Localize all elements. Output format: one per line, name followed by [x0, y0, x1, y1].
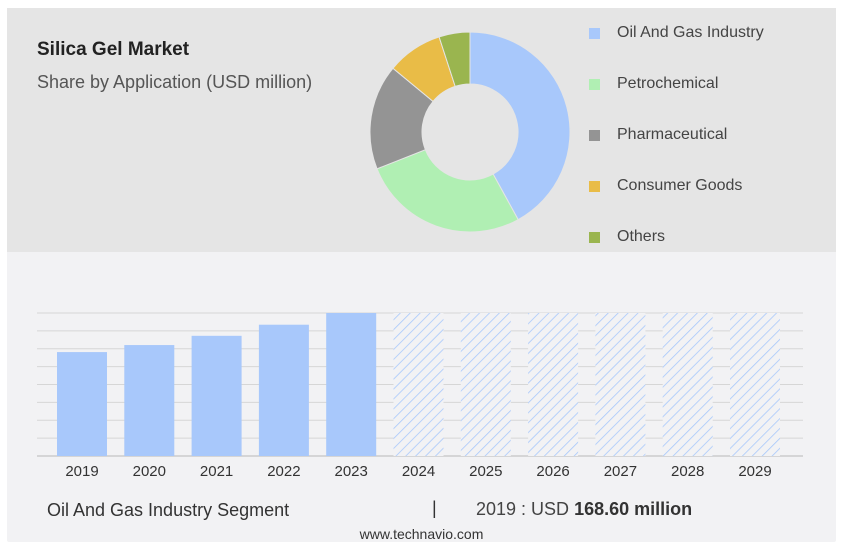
- donut-slice-others: [438, 31, 471, 87]
- x-tick-label: 2019: [65, 463, 98, 480]
- donut-chart: [369, 31, 571, 233]
- forecast-bar-2029: [730, 313, 780, 456]
- legend-item-petrochemical: Petrochemical: [589, 74, 718, 94]
- bar-2019: [57, 352, 107, 456]
- legend-swatch: [589, 129, 600, 141]
- footer-year-prefix: 2019 : USD: [476, 499, 575, 519]
- legend-label: Consumer Goods: [617, 177, 743, 194]
- forecast-bar-2027: [595, 313, 646, 456]
- chart-title: Silica Gel Market: [37, 39, 190, 60]
- x-tick-label: 2022: [267, 463, 300, 480]
- x-tick-label: 2029: [738, 463, 771, 480]
- legend-swatch: [589, 231, 600, 243]
- legend-item-pharmaceutical: Pharmaceutical: [589, 125, 727, 145]
- footer-segment-label: Oil And Gas Industry Segment: [47, 500, 290, 520]
- x-axis-ticks: 2019 2020 2021 2022 2023 2024 2025 2026 2027 2028…: [65, 463, 771, 480]
- x-tick-label: 2027: [604, 463, 637, 480]
- forecast-bar-2028: [662, 313, 713, 456]
- forecast-bar-2025: [460, 313, 511, 456]
- watermark-link[interactable]: www.technavio.com: [359, 526, 484, 542]
- legend-item-oil-and-gas-industry: Oil And Gas Industry: [589, 23, 764, 43]
- legend-item-others: Others: [589, 227, 665, 247]
- footer-separator: |: [432, 498, 437, 518]
- legend-label: Others: [617, 228, 666, 245]
- donut-slice-petrochemical: [376, 149, 519, 233]
- forecast-bar-2024: [393, 313, 444, 456]
- legend-swatch: [589, 78, 600, 90]
- x-tick-label: 2028: [671, 463, 704, 480]
- chart-subtitle: Share by Application (USD million): [37, 72, 313, 92]
- legend-swatch: [589, 27, 600, 39]
- legend-label: Pharmaceutical: [617, 126, 728, 143]
- legend-label: Oil And Gas Industry: [617, 24, 764, 41]
- x-tick-label: 2023: [335, 463, 368, 480]
- x-tick-label: 2026: [536, 463, 569, 480]
- x-tick-label: 2020: [133, 463, 166, 480]
- footer-value: 2019 : USD 168.60 million: [476, 499, 692, 520]
- x-tick-label: 2021: [200, 463, 233, 480]
- x-tick-label: 2025: [469, 463, 502, 480]
- bar-2020: [124, 345, 175, 456]
- legend-item-consumer-goods: Consumer Goods: [589, 176, 742, 196]
- legend-label: Petrochemical: [617, 75, 719, 92]
- donut-slice-oil-and-gas-industry: [469, 31, 571, 221]
- bar-2023: [326, 313, 377, 456]
- footer-value-amount: 168.60 million: [574, 499, 693, 519]
- forecast-bar-2026: [528, 313, 579, 456]
- legend-swatch: [589, 180, 600, 192]
- bar-2021: [191, 335, 242, 456]
- bars: [57, 313, 780, 456]
- x-tick-label: 2024: [402, 463, 435, 480]
- bar-2022: [258, 324, 309, 456]
